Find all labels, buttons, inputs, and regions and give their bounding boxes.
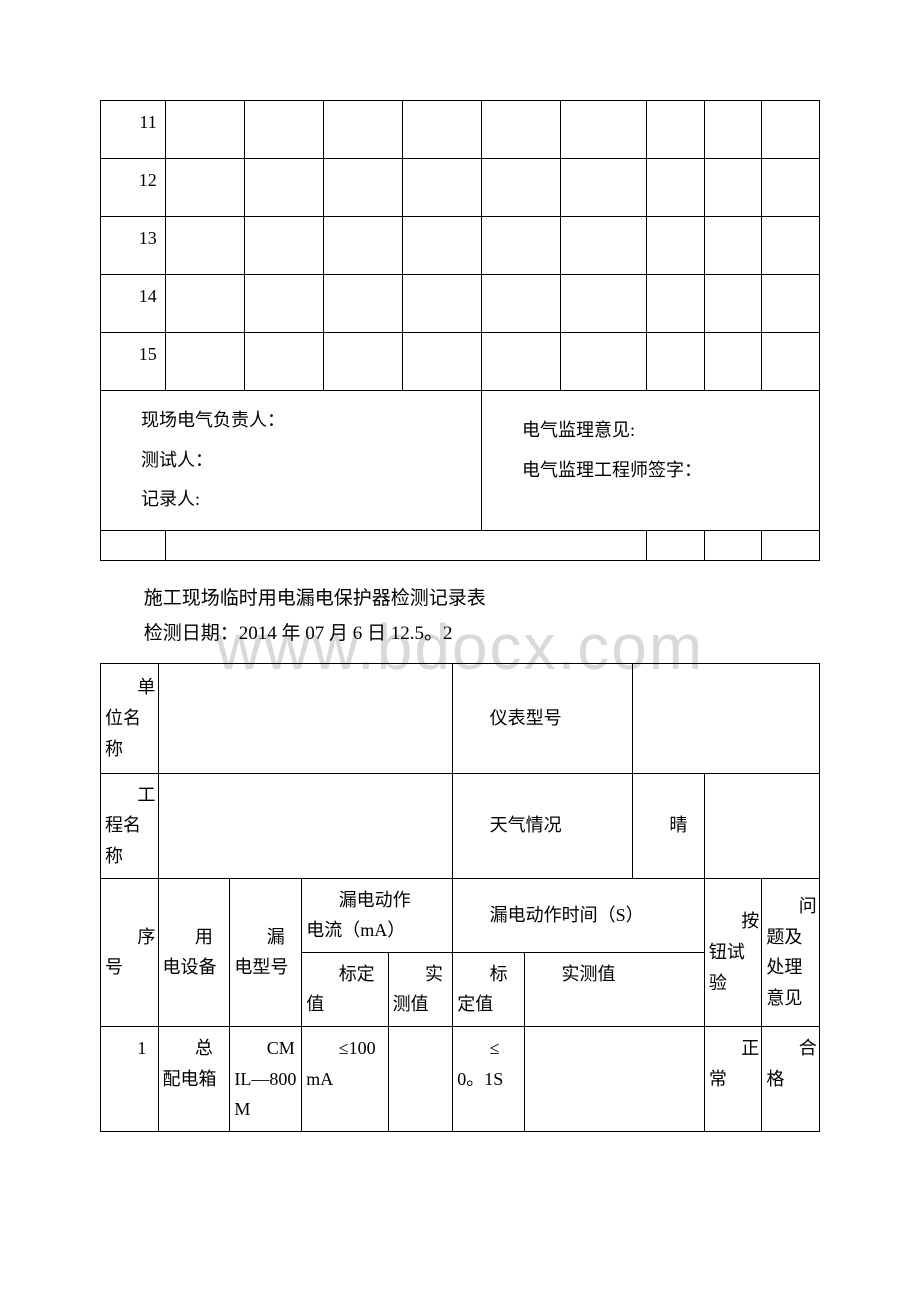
seq-header: 序号 [101, 878, 159, 1026]
cur-std-value: ≤100mA [302, 1026, 388, 1131]
weather-label: 天气情况 [453, 773, 633, 878]
weather-value: 晴 [633, 773, 705, 878]
header-row-1: 单位名称 仪表型号 [101, 663, 820, 773]
lower-table: 单位名称 仪表型号 工程名称 天气情况 晴 序号 用电设备 漏电型号 漏电动作 … [100, 663, 820, 1132]
table-row: 11 [101, 101, 820, 159]
seq-value: 1 [101, 1026, 159, 1131]
unit-name-value [158, 663, 453, 773]
sig-left-line2: 测试人： [141, 441, 477, 481]
header-row-2: 工程名称 天气情况 晴 [101, 773, 820, 878]
data-row: 1 总配电箱 CMIL—800M ≤100mA ≤0。1S 正常 合格 [101, 1026, 820, 1131]
cur-group-line1: 漏电动作 [306, 885, 448, 916]
project-name-label: 工程名称 [101, 773, 159, 878]
project-name-value [158, 773, 453, 878]
model-header: 漏电型号 [230, 878, 302, 1026]
column-header-row-1: 序号 用电设备 漏电型号 漏电动作 电流（mA） 漏电动作时间（S） 按钮试验 … [101, 878, 820, 952]
row-number: 11 [101, 101, 166, 159]
instrument-model-label: 仪表型号 [453, 663, 633, 773]
unit-name-label: 单位名称 [101, 663, 159, 773]
table-row-empty [101, 530, 820, 560]
signature-left: 现场电气负责人： 测试人： 记录人: [101, 391, 482, 531]
row-number: 12 [101, 159, 166, 217]
form-title: 施工现场临时用电漏电保护器检测记录表 [100, 583, 820, 610]
table-row: 15 [101, 333, 820, 391]
row-number: 13 [101, 217, 166, 275]
table-row: 14 [101, 275, 820, 333]
time-meas-value [525, 1026, 705, 1131]
button-test-header: 按钮试验 [704, 878, 762, 1026]
instrument-model-value [633, 663, 820, 773]
time-std-value: ≤0。1S [453, 1026, 525, 1131]
time-std-header: 标定值 [453, 952, 525, 1026]
cur-meas-value [388, 1026, 453, 1131]
row-number: 14 [101, 275, 166, 333]
weather-empty [704, 773, 819, 878]
issue-value: 合格 [762, 1026, 820, 1131]
signature-right: 电气监理意见: 电气监理工程师签字： [482, 391, 820, 531]
row-number: 15 [101, 333, 166, 391]
sig-right-line2: 电气监理工程师签字： [522, 451, 815, 491]
cur-meas-header: 实测值 [388, 952, 453, 1026]
sig-right-line1: 电气监理意见: [522, 411, 815, 451]
equip-header: 用电设备 [158, 878, 230, 1026]
model-value: CMIL—800M [230, 1026, 302, 1131]
sig-left-line1: 现场电气负责人： [141, 401, 477, 441]
sig-left-line3: 记录人: [141, 480, 477, 520]
btn-value: 正常 [704, 1026, 762, 1131]
form-date: 检测日期：2014 年 07 月 6 日 12.5。2 [100, 618, 820, 645]
time-group-header: 漏电动作时间（S） [453, 878, 705, 952]
cur-std-header: 标定值 [302, 952, 388, 1026]
page-content: 11 12 13 14 15 现场电气负责人： 测试人： 记录人: 电气监理 [100, 100, 820, 1132]
time-meas-header: 实测值 [525, 952, 705, 1026]
cur-group-line2: 电流（mA） [306, 915, 448, 946]
issue-header: 问题及处理意见 [762, 878, 820, 1026]
signature-row: 现场电气负责人： 测试人： 记录人: 电气监理意见: 电气监理工程师签字： [101, 391, 820, 531]
table-row: 12 [101, 159, 820, 217]
equip-value: 总配电箱 [158, 1026, 230, 1131]
current-group-header: 漏电动作 电流（mA） [302, 878, 453, 952]
upper-table: 11 12 13 14 15 现场电气负责人： 测试人： 记录人: 电气监理 [100, 100, 820, 561]
table-row: 13 [101, 217, 820, 275]
